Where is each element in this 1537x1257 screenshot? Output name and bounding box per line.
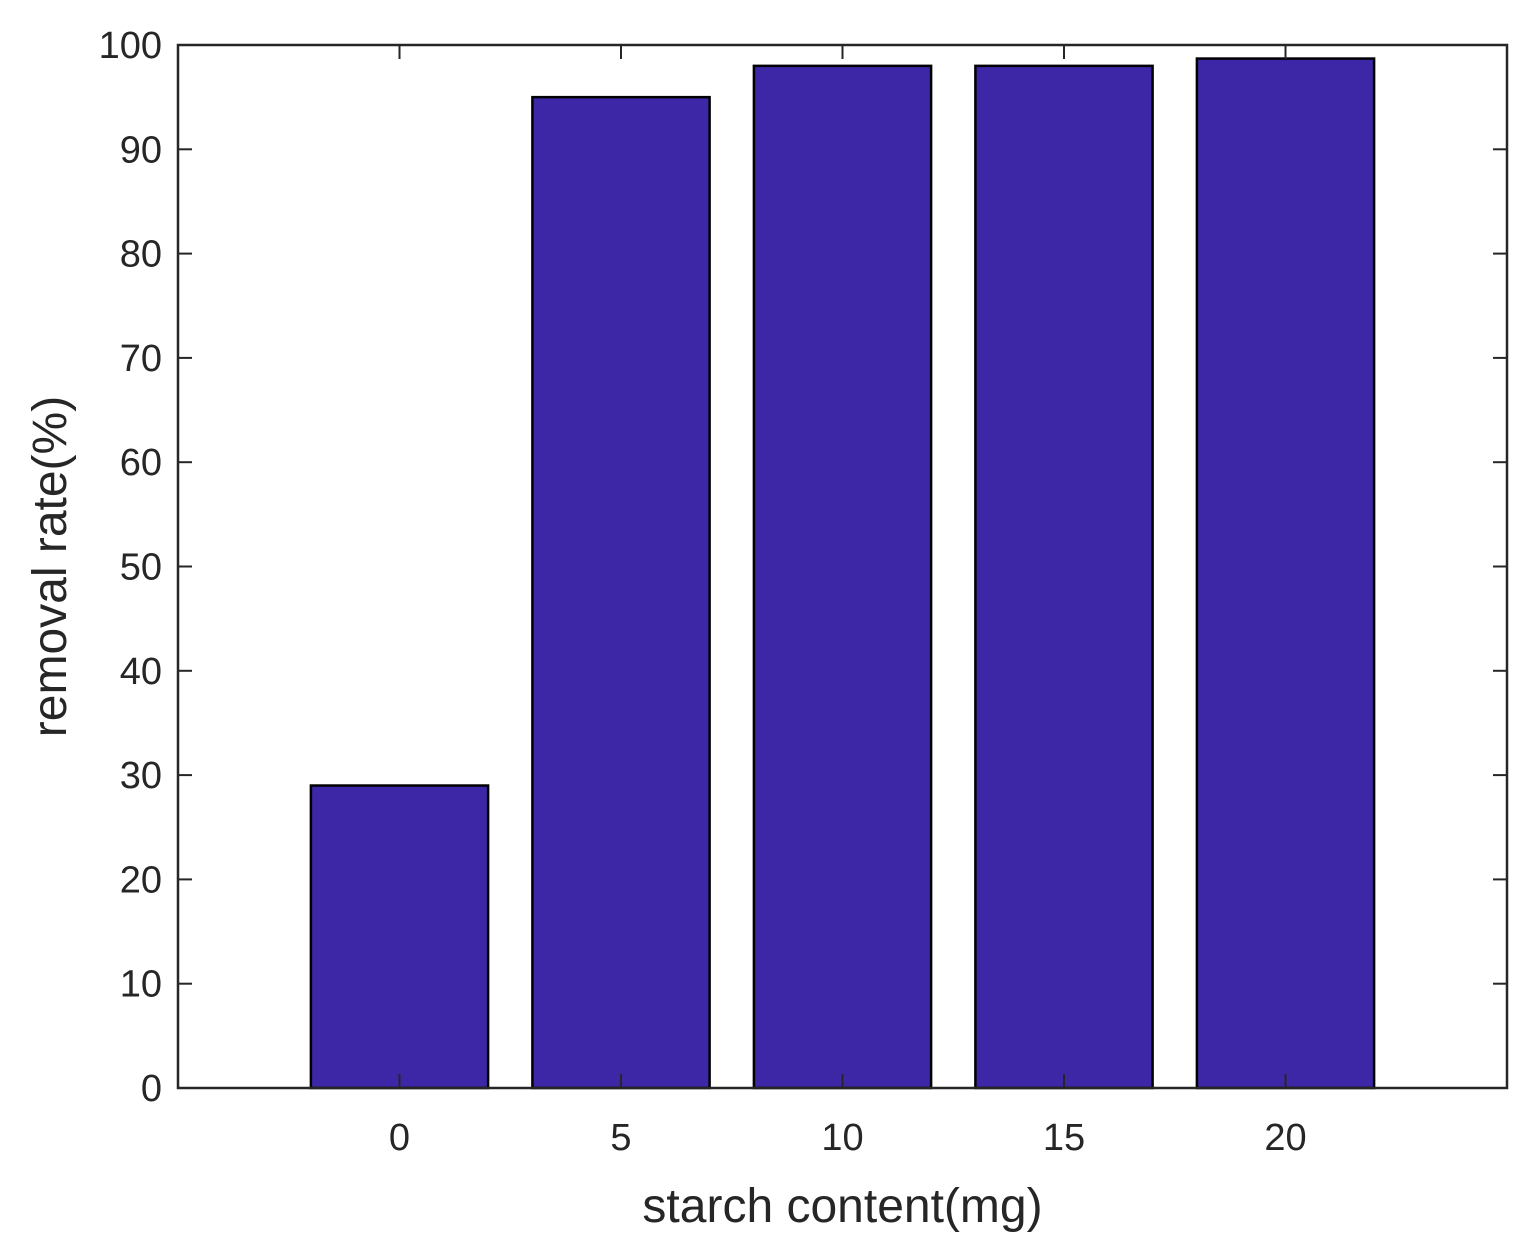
x-tick-label: 5 <box>610 1117 631 1159</box>
x-tick-label: 15 <box>1043 1117 1085 1159</box>
y-tick-label: 0 <box>141 1068 162 1110</box>
bar-20 <box>1195 57 1376 1090</box>
y-tick-label: 90 <box>120 129 162 171</box>
y-tick-label: 100 <box>99 25 162 67</box>
y-tick-label: 60 <box>120 442 162 484</box>
y-tick-label: 80 <box>120 234 162 276</box>
tick-labels-layer: 0 10 20 30 40 50 60 70 80 90 100 0 5 10 15 20 <box>99 25 1307 1159</box>
bars-layer <box>309 57 1376 1090</box>
x-tick-label: 0 <box>389 1117 410 1159</box>
y-tick-label: 70 <box>120 338 162 380</box>
bar-15 <box>974 64 1154 1090</box>
x-axis-label: starch content(mg) <box>642 1180 1042 1233</box>
bar-10 <box>752 64 933 1090</box>
bar-5 <box>531 95 711 1090</box>
x-tick-label: 20 <box>1264 1117 1306 1159</box>
y-tick-label: 20 <box>120 859 162 901</box>
y-tick-label: 10 <box>120 964 162 1006</box>
axes-box <box>176 43 1509 1090</box>
ticks-layer <box>178 44 1507 1089</box>
y-tick-label: 40 <box>120 651 162 693</box>
bar-0 <box>309 784 490 1090</box>
x-tick-label: 10 <box>821 1117 863 1159</box>
y-tick-label: 50 <box>120 547 162 589</box>
y-axis-label: removal rate(%) <box>24 396 77 737</box>
y-tick-label: 30 <box>120 755 162 797</box>
